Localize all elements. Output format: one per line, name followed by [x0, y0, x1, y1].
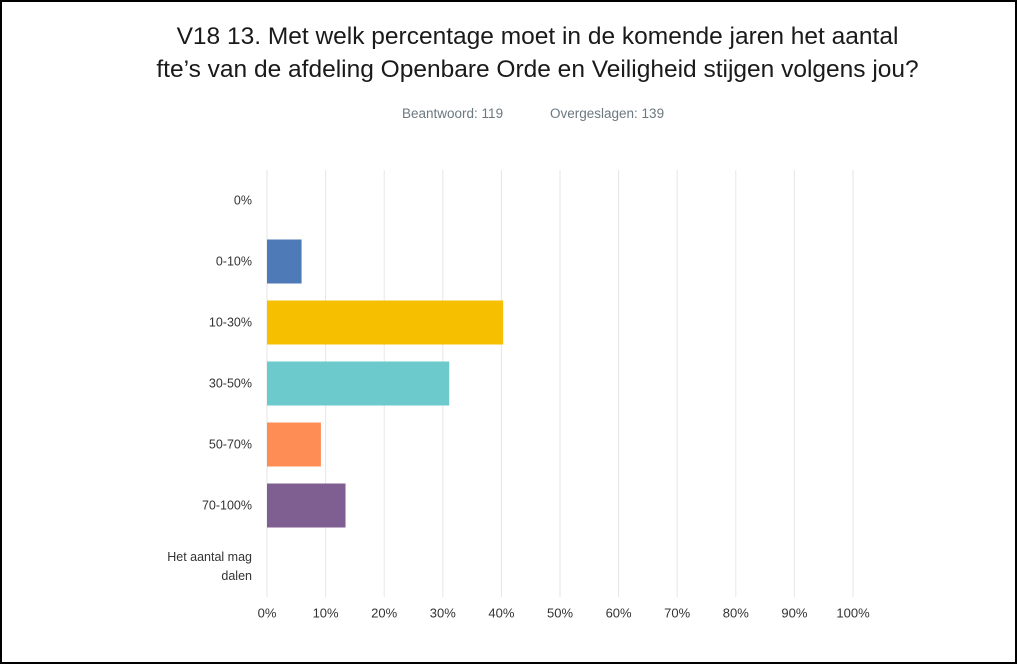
x-tick-label: 10% [313, 605, 339, 620]
category-label: 0% [233, 193, 252, 207]
bar [267, 239, 302, 284]
category-label: 0-10% [215, 254, 252, 268]
category-label: 70-100% [201, 498, 252, 512]
category-label: 30-50% [208, 376, 252, 390]
answered: Beantwoord: 119 [402, 106, 504, 121]
x-tick-label: 80% [723, 605, 749, 620]
x-tick-label: 40% [488, 605, 514, 620]
x-tick-label: 20% [371, 605, 397, 620]
x-tick-label: 100% [836, 605, 870, 620]
bar [267, 300, 504, 345]
x-tick-label: 30% [430, 605, 456, 620]
category-label: 10-30% [208, 315, 252, 329]
x-tick-label: 50% [547, 605, 573, 620]
category-label: Het aantal mag dalen [167, 549, 252, 583]
x-tick-label: 90% [781, 605, 807, 620]
bar [267, 422, 321, 467]
bar [267, 483, 346, 528]
skipped: Overgeslagen: 139 [550, 106, 665, 121]
x-tick-label: 0% [258, 605, 277, 620]
bar [267, 361, 450, 406]
x-tick-label: 70% [664, 605, 690, 620]
x-tick-label: 60% [606, 605, 632, 620]
category-label: 50-70% [208, 437, 252, 451]
chart-title: V18 13. Met welk percentage moet in de k… [156, 23, 919, 83]
